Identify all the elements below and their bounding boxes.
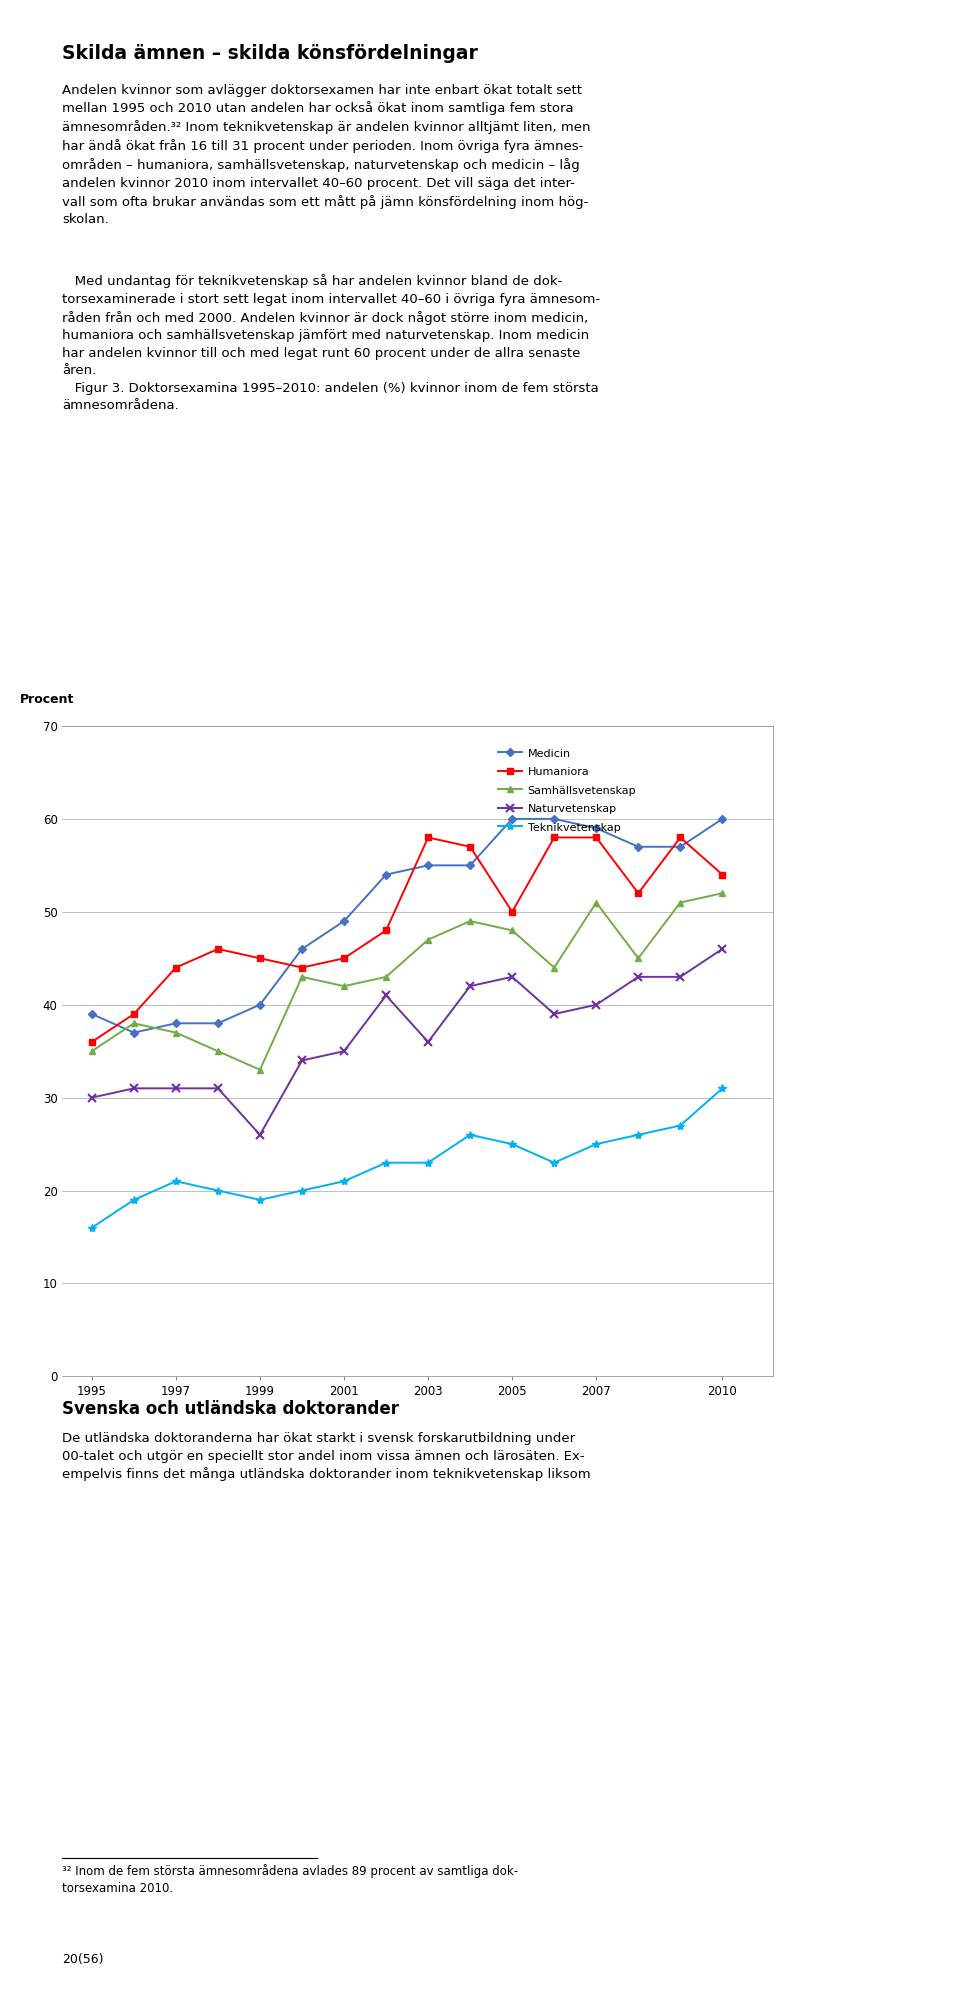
Teknikvetenskap [170, 1170, 181, 1193]
Humaniora [212, 937, 224, 961]
Line: Humaniora: Humaniora [88, 833, 726, 1044]
Naturvetenskap [465, 975, 476, 998]
Naturvetenskap [422, 1030, 434, 1054]
Text: Skilda ämnen – skilda könsfördelningar: Skilda ämnen – skilda könsfördelningar [62, 44, 478, 64]
Samhällsvetenskap [675, 891, 686, 915]
Medicin [716, 808, 728, 831]
Samhällsvetenskap [170, 1020, 181, 1044]
Text: Svenska och utländska doktorander: Svenska och utländska doktorander [62, 1400, 399, 1418]
Naturvetenskap [380, 983, 392, 1006]
Text: De utländska doktoranderna har ökat starkt i svensk forskarutbildning under
00-t: De utländska doktoranderna har ökat star… [62, 1432, 591, 1482]
Teknikvetenskap [297, 1179, 308, 1203]
Medicin [548, 808, 560, 831]
Medicin [212, 1010, 224, 1034]
Humaniora [422, 825, 434, 849]
Samhällsvetenskap [422, 927, 434, 951]
Naturvetenskap [297, 1048, 308, 1072]
Samhällsvetenskap [380, 965, 392, 989]
Samhällsvetenskap [590, 891, 602, 915]
Line: Teknikvetenskap: Teknikvetenskap [87, 1084, 727, 1231]
Humaniora [633, 881, 644, 905]
Teknikvetenskap [675, 1114, 686, 1138]
Samhällsvetenskap [465, 909, 476, 933]
Medicin [422, 853, 434, 877]
Legend: Medicin, Humaniora, Samhällsvetenskap, Naturvetenskap, Teknikvetenskap: Medicin, Humaniora, Samhällsvetenskap, N… [494, 744, 639, 835]
Naturvetenskap [254, 1124, 266, 1148]
Humaniora [465, 835, 476, 859]
Humaniora [128, 1002, 139, 1026]
Teknikvetenskap [422, 1152, 434, 1175]
Medicin [675, 835, 686, 859]
Teknikvetenskap [633, 1124, 644, 1148]
Teknikvetenskap [128, 1187, 139, 1211]
Naturvetenskap [675, 965, 686, 989]
Medicin [590, 815, 602, 839]
Naturvetenskap [128, 1076, 139, 1100]
Medicin [633, 835, 644, 859]
Line: Samhällsvetenskap: Samhällsvetenskap [88, 889, 726, 1074]
Naturvetenskap [507, 965, 518, 989]
Humaniora [590, 825, 602, 849]
Samhällsvetenskap [548, 955, 560, 979]
Medicin [86, 1002, 98, 1026]
Samhällsvetenskap [297, 965, 308, 989]
Teknikvetenskap [716, 1076, 728, 1100]
Teknikvetenskap [548, 1152, 560, 1175]
Naturvetenskap [212, 1076, 224, 1100]
Text: Procent: Procent [20, 694, 74, 706]
Humaniora [86, 1030, 98, 1054]
Teknikvetenskap [590, 1132, 602, 1156]
Medicin [507, 808, 518, 831]
Teknikvetenskap [212, 1179, 224, 1203]
Medicin [380, 863, 392, 887]
Text: Andelen kvinnor som avlägger doktorsexamen har inte enbart ökat totalt sett
mell: Andelen kvinnor som avlägger doktorsexam… [62, 84, 591, 227]
Medicin [297, 937, 308, 961]
Text: 20(56): 20(56) [62, 1953, 104, 1967]
Medicin [170, 1010, 181, 1034]
Teknikvetenskap [507, 1132, 518, 1156]
Humaniora [254, 947, 266, 971]
Samhällsvetenskap [212, 1040, 224, 1064]
Humaniora [380, 919, 392, 943]
Teknikvetenskap [465, 1124, 476, 1148]
Medicin [338, 909, 349, 933]
Humaniora [297, 955, 308, 979]
Humaniora [170, 955, 181, 979]
Teknikvetenskap [86, 1215, 98, 1239]
Text: Figur 3. Doktorsexamina 1995–2010: andelen (%) kvinnor inom de fem största
ämnes: Figur 3. Doktorsexamina 1995–2010: andel… [62, 382, 599, 412]
Naturvetenskap [590, 993, 602, 1016]
Humaniora [548, 825, 560, 849]
Teknikvetenskap [254, 1187, 266, 1211]
Medicin [465, 853, 476, 877]
Humaniora [338, 947, 349, 971]
Medicin [128, 1020, 139, 1044]
Text: Med undantag för teknikvetenskap så har andelen kvinnor bland de dok-
torsexamin: Med undantag för teknikvetenskap så har … [62, 274, 601, 378]
Samhällsvetenskap [254, 1058, 266, 1082]
Naturvetenskap [548, 1002, 560, 1026]
Samhällsvetenskap [716, 881, 728, 905]
Humaniora [716, 863, 728, 887]
Medicin [254, 993, 266, 1016]
Humaniora [507, 899, 518, 923]
Line: Naturvetenskap: Naturvetenskap [88, 945, 726, 1138]
Samhällsvetenskap [633, 947, 644, 971]
Naturvetenskap [633, 965, 644, 989]
Samhällsvetenskap [338, 975, 349, 998]
Line: Medicin: Medicin [88, 815, 726, 1036]
Samhällsvetenskap [507, 919, 518, 943]
Naturvetenskap [338, 1040, 349, 1064]
Samhällsvetenskap [86, 1040, 98, 1064]
Humaniora [675, 825, 686, 849]
Teknikvetenskap [338, 1170, 349, 1193]
Teknikvetenskap [380, 1152, 392, 1175]
Naturvetenskap [170, 1076, 181, 1100]
Text: ³² Inom de fem största ämnesområdena avlades 89 procent av samtliga dok-
torsexa: ³² Inom de fem största ämnesområdena avl… [62, 1864, 518, 1896]
Naturvetenskap [86, 1086, 98, 1110]
Naturvetenskap [716, 937, 728, 961]
Samhällsvetenskap [128, 1010, 139, 1034]
